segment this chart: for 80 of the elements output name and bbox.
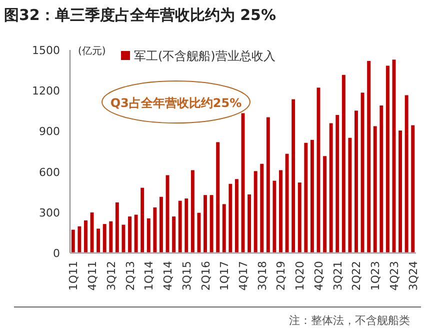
bar <box>272 180 276 253</box>
legend-label: 军工(不含舰船)营业总收入 <box>134 49 276 63</box>
bar <box>178 200 182 253</box>
x-tick-label: 1Q11 <box>67 261 80 291</box>
annotation: Q3占全年营收比约25% <box>110 96 242 110</box>
bar <box>386 66 390 253</box>
x-tick-label: 2Q19 <box>274 261 288 291</box>
x-tick-label: 1Q23 <box>369 261 382 291</box>
bar <box>411 125 415 253</box>
x-tick-label: 4Q20 <box>312 261 326 291</box>
bar <box>184 198 188 253</box>
bar <box>204 195 207 253</box>
y-tick-label: 300 <box>39 206 60 220</box>
x-tick-label: 3Q18 <box>256 261 269 291</box>
x-tick-label: 3Q15 <box>180 261 194 291</box>
bar <box>109 221 113 253</box>
x-tick-label: 4Q11 <box>86 261 100 291</box>
bar <box>78 226 82 253</box>
bar <box>234 179 238 253</box>
bar <box>398 130 402 253</box>
chart-title: 图32：单三季度占全年营收比约为 25% <box>4 6 276 24</box>
bar <box>304 142 308 253</box>
x-tick-label: 2Q16 <box>199 261 212 291</box>
bar <box>146 218 150 253</box>
bar <box>373 126 377 253</box>
bar <box>216 142 220 253</box>
bar <box>159 196 163 253</box>
bar <box>128 216 132 253</box>
y-tick-label: 900 <box>39 125 60 138</box>
x-tick-label: 1Q14 <box>142 261 156 291</box>
bar <box>96 228 100 253</box>
bar <box>190 170 194 253</box>
text: 注：整体法，不含舰船类 <box>289 314 410 327</box>
bar <box>222 204 226 253</box>
y-tick-label: 600 <box>39 166 60 179</box>
bar <box>140 188 144 253</box>
y-axis-title: (亿元) <box>78 46 106 57</box>
bar <box>153 207 157 253</box>
bar <box>134 214 138 253</box>
bar <box>298 182 302 253</box>
x-tick-label: 1Q17 <box>218 261 232 291</box>
bar <box>122 224 126 253</box>
bar <box>310 140 314 253</box>
bar <box>336 114 340 253</box>
bar <box>285 154 289 253</box>
x-tick-label: 3Q24 <box>406 261 420 291</box>
bar <box>354 110 358 253</box>
bar <box>71 230 75 253</box>
bar <box>323 156 327 253</box>
bar <box>266 117 270 253</box>
bar <box>84 220 88 253</box>
bar <box>210 195 214 253</box>
bar <box>172 216 176 253</box>
x-tick-label: 4Q14 <box>162 261 175 291</box>
bar <box>248 194 252 253</box>
bar <box>342 74 346 253</box>
x-tick-label: 4Q17 <box>237 261 250 291</box>
bar <box>404 95 408 253</box>
y-tick-label: 1500 <box>32 44 60 57</box>
x-tick-label: 2Q22 <box>350 261 364 291</box>
bar <box>348 138 352 253</box>
y-tick-label: 0 <box>53 247 60 260</box>
bar <box>329 123 333 253</box>
x-tick-label: 3Q12 <box>104 261 118 291</box>
bar <box>360 92 364 253</box>
bar <box>102 224 106 253</box>
bar <box>197 212 201 253</box>
bar <box>292 99 296 253</box>
x-tick-label: 3Q21 <box>331 261 344 291</box>
bar <box>115 202 119 253</box>
bar <box>254 171 258 253</box>
bar <box>380 105 384 253</box>
x-tick-label: 1Q20 <box>294 261 307 291</box>
bar <box>260 164 264 253</box>
bar <box>279 170 282 253</box>
x-tick-label: 2Q13 <box>124 261 137 291</box>
y-tick-label: 1200 <box>32 84 60 98</box>
x-tick-label: 4Q23 <box>388 261 401 291</box>
bar <box>367 60 371 253</box>
bar <box>228 184 232 253</box>
